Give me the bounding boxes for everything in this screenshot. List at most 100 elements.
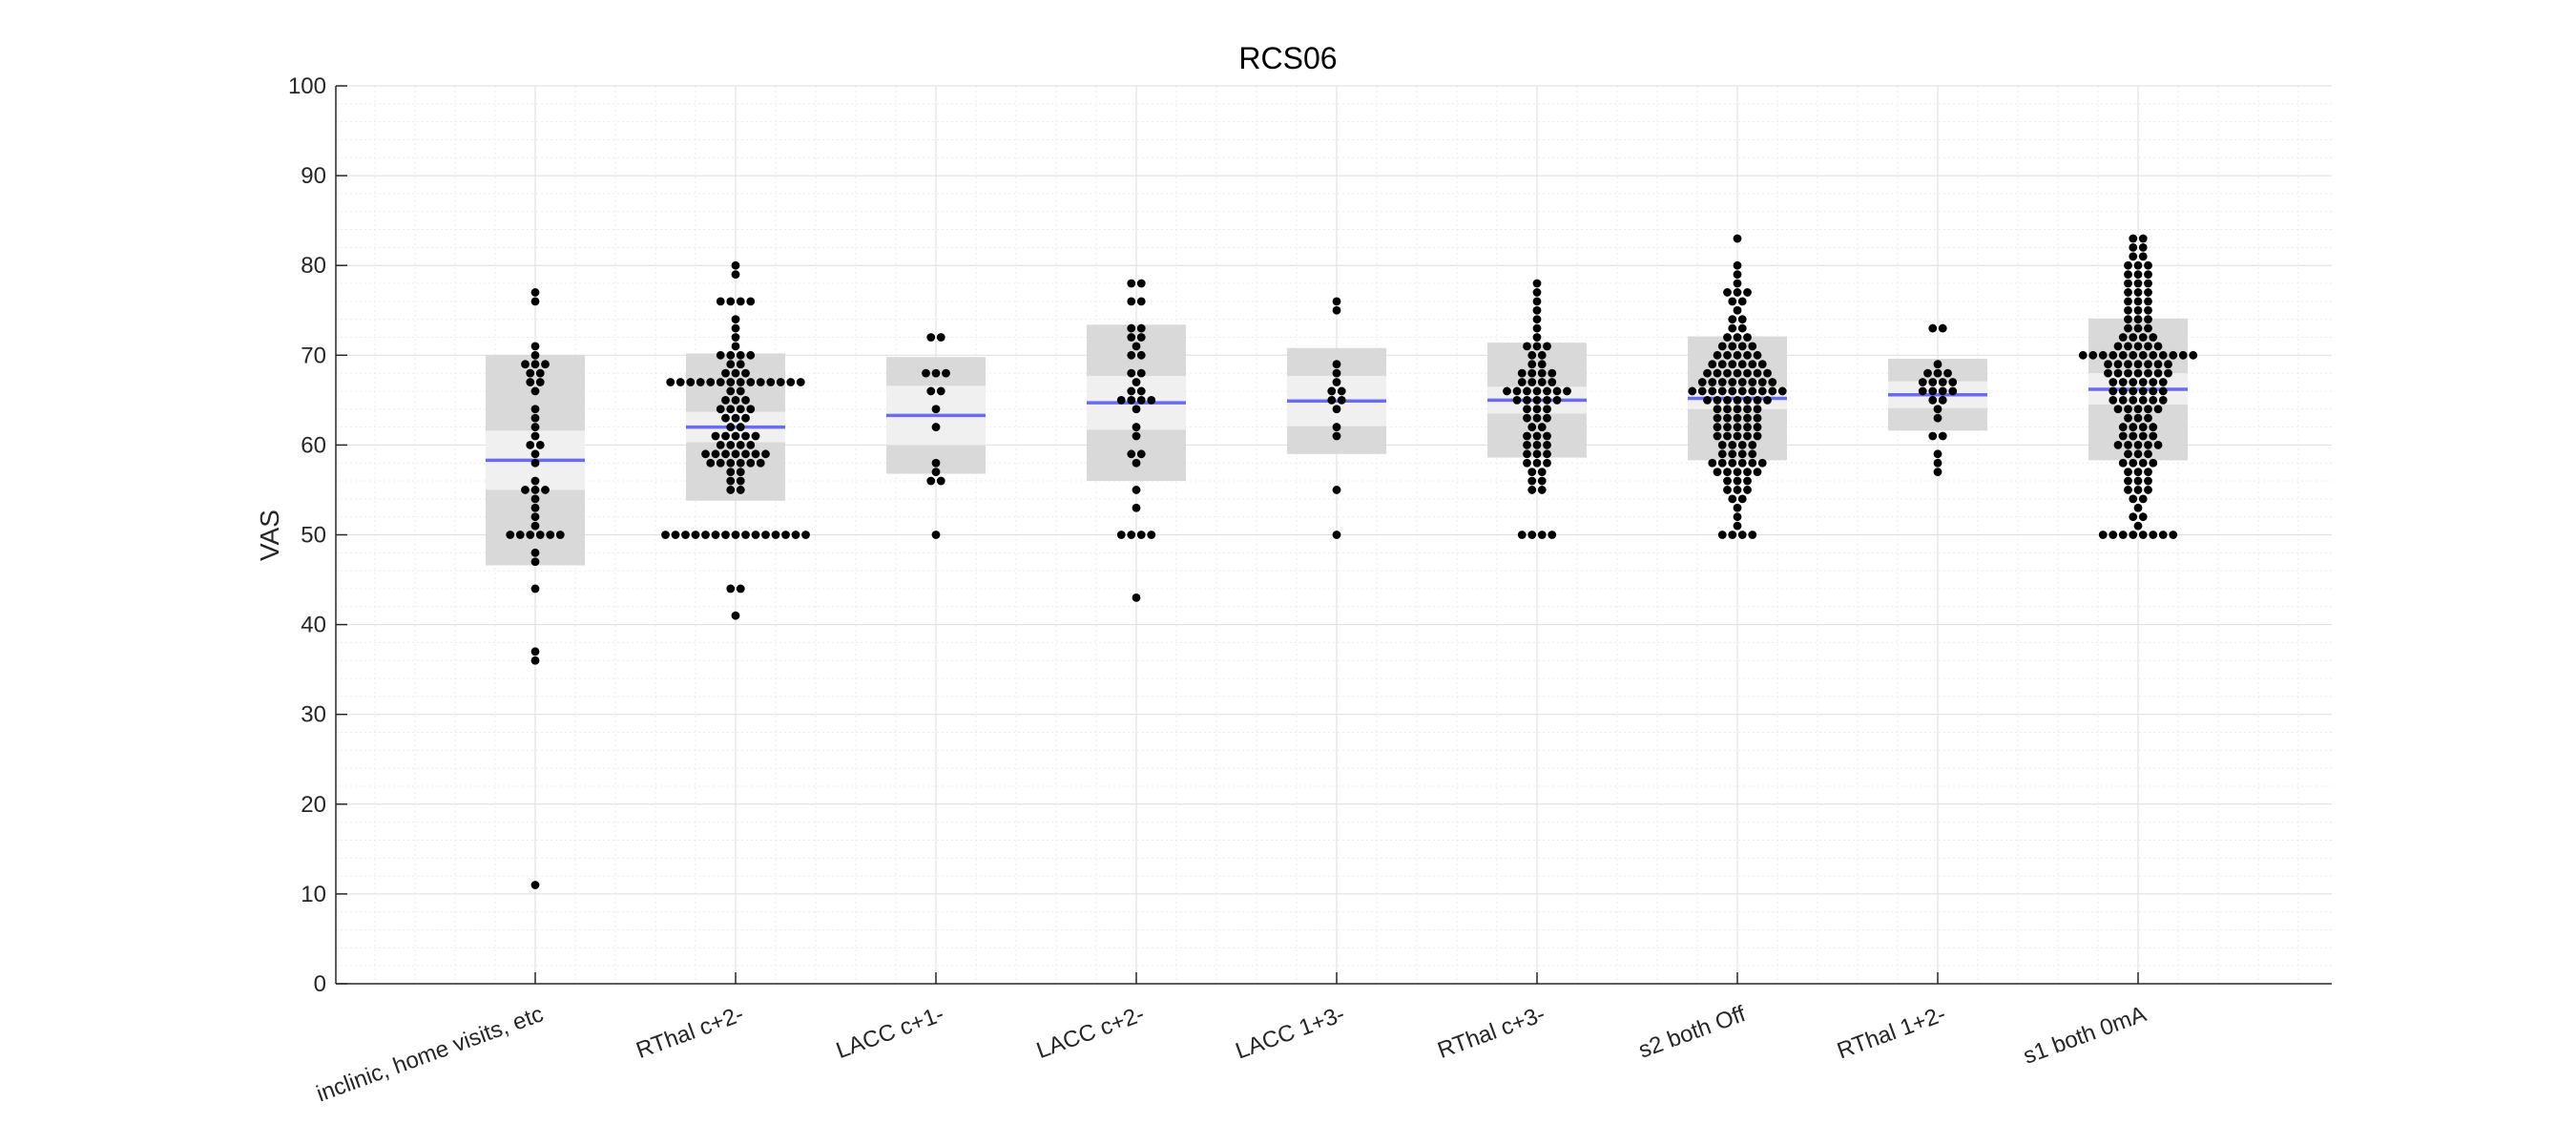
data-point (1713, 413, 1722, 423)
data-point (736, 405, 745, 414)
data-point (1743, 368, 1752, 378)
data-point (1543, 458, 1551, 468)
data-point (1933, 458, 1942, 468)
data-point (731, 270, 740, 280)
data-point (2138, 458, 2148, 468)
data-point (1703, 368, 1712, 378)
data-point (2144, 270, 2152, 280)
data-point (1332, 486, 1341, 494)
data-point (1748, 360, 1757, 369)
data-point (1543, 441, 1551, 449)
data-point (2113, 342, 2123, 351)
data-point (1543, 395, 1551, 405)
data-point (2144, 368, 2152, 378)
data-point (530, 881, 540, 889)
data-point (736, 423, 745, 431)
data-point (2129, 350, 2138, 360)
data-point (2124, 360, 2132, 369)
data-point (781, 531, 790, 539)
y-tick-label: 10 (301, 882, 326, 907)
data-point (1737, 323, 1747, 333)
data-point (1332, 531, 1341, 539)
data-point (1532, 441, 1542, 449)
data-point (675, 378, 685, 386)
data-point (1928, 395, 1938, 405)
data-point (1532, 342, 1542, 351)
data-point (2169, 531, 2178, 539)
data-point (741, 368, 750, 378)
data-point (746, 378, 756, 386)
data-point (1697, 378, 1707, 386)
data-point (1532, 297, 1542, 306)
data-point (1723, 413, 1732, 423)
data-point (1743, 413, 1752, 423)
data-point (1928, 323, 1938, 333)
point-layer (506, 234, 2198, 889)
data-point (1733, 333, 1742, 342)
data-point (661, 531, 670, 539)
data-point (1723, 431, 1732, 441)
data-point (2133, 476, 2143, 486)
data-point (535, 441, 545, 449)
data-point (776, 378, 785, 386)
data-point (1517, 531, 1527, 539)
data-point (1127, 368, 1136, 378)
data-point (1733, 503, 1742, 512)
data-point (2124, 368, 2132, 378)
y-tick-label: 0 (314, 971, 326, 997)
data-point (1703, 395, 1712, 405)
data-point (1147, 531, 1156, 539)
data-point (666, 378, 675, 386)
data-point (1723, 350, 1732, 360)
data-point (942, 368, 950, 378)
data-point (1733, 476, 1742, 486)
data-point (1552, 386, 1562, 396)
data-point (2118, 531, 2128, 539)
data-point (741, 449, 750, 459)
data-point (2124, 405, 2132, 414)
x-tick-label: LACC c+2- (1033, 1001, 1148, 1064)
data-point (1737, 494, 1747, 504)
data-point (1543, 449, 1551, 459)
data-point (1938, 386, 1947, 396)
data-point (746, 405, 756, 414)
data-point (1136, 323, 1146, 333)
data-point (2158, 395, 2168, 405)
data-point (2133, 323, 2143, 333)
data-point (731, 531, 740, 539)
data-point (1743, 395, 1752, 405)
data-point (2144, 441, 2152, 449)
data-point (2138, 531, 2148, 539)
data-point (1748, 449, 1757, 459)
data-point (530, 431, 540, 441)
data-point (1132, 431, 1141, 441)
data-point (1753, 431, 1762, 441)
data-point (2133, 315, 2143, 324)
data-point (1728, 315, 1737, 324)
data-point (1723, 423, 1732, 431)
data-point (1543, 405, 1551, 414)
data-point (530, 297, 540, 306)
x-tick-label: LACC 1+3- (1233, 1001, 1348, 1064)
data-point (2133, 368, 2143, 378)
data-point (2133, 288, 2143, 297)
data-point (741, 531, 750, 539)
x-tick-label: inclinic, home visits, etc (313, 1001, 547, 1107)
data-point (1532, 413, 1542, 423)
data-point (1757, 360, 1767, 369)
data-point (1537, 423, 1547, 431)
data-point (726, 423, 736, 431)
data-point (2149, 350, 2158, 360)
data-point (1713, 423, 1722, 431)
data-point (1127, 350, 1136, 360)
data-point (1337, 386, 1346, 396)
data-point (1733, 260, 1742, 270)
data-point (1728, 449, 1737, 459)
data-point (726, 584, 736, 593)
data-point (2144, 315, 2152, 324)
data-point (1717, 458, 1727, 468)
data-point (2118, 423, 2128, 431)
data-point (2118, 458, 2128, 468)
data-point (1713, 468, 1722, 477)
data-point (2133, 270, 2143, 280)
